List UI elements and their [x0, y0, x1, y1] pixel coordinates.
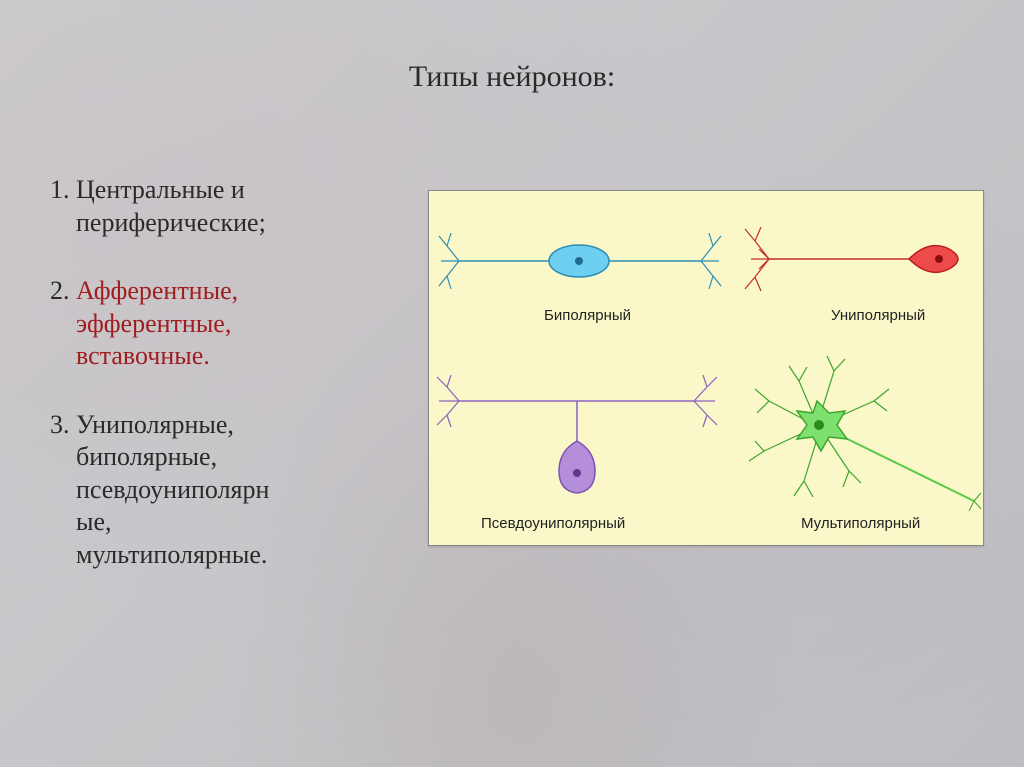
type-list: Центральные и периферические; Афферентны…	[42, 174, 392, 571]
label-unipolar: Униполярный	[831, 307, 925, 324]
page-title: Типы нейронов:	[0, 60, 1024, 94]
label-bipolar: Биполярный	[544, 307, 631, 324]
list-item-3: Униполярные, биполярные, псевдоуниполярн…	[76, 409, 392, 572]
list-text: псевдоуниполярн	[76, 475, 269, 504]
list-text: периферические	[76, 208, 259, 237]
label-pseudounipolar: Псевдоуниполярный	[481, 515, 625, 532]
list-text: .	[203, 341, 210, 370]
bipolar-neuron	[439, 233, 721, 289]
pseudounipolar-neuron	[437, 375, 717, 493]
list-text: биполярные,	[76, 442, 217, 471]
list-item-1: Центральные и периферические;	[76, 174, 392, 239]
unipolar-neuron	[745, 227, 958, 291]
list-text: Центральные и	[76, 175, 245, 204]
list-text: вставочные	[76, 341, 203, 370]
list-text: мультиполярные.	[76, 540, 267, 569]
neuron-diagram: Биполярный Униполярный Псевдоуниполярный…	[428, 190, 984, 546]
list-text: эфферентные,	[76, 309, 231, 338]
diagram-svg	[429, 191, 985, 547]
label-multipolar: Мультиполярный	[801, 515, 920, 532]
list-item-2: Афферентные, эфферентные, вставочные.	[76, 275, 392, 373]
multipolar-neuron	[749, 356, 981, 511]
list-text: Униполярные,	[76, 410, 234, 439]
list-text: ;	[259, 208, 266, 237]
list-text: Афферентные,	[76, 276, 238, 305]
list-text: ые,	[76, 507, 112, 536]
